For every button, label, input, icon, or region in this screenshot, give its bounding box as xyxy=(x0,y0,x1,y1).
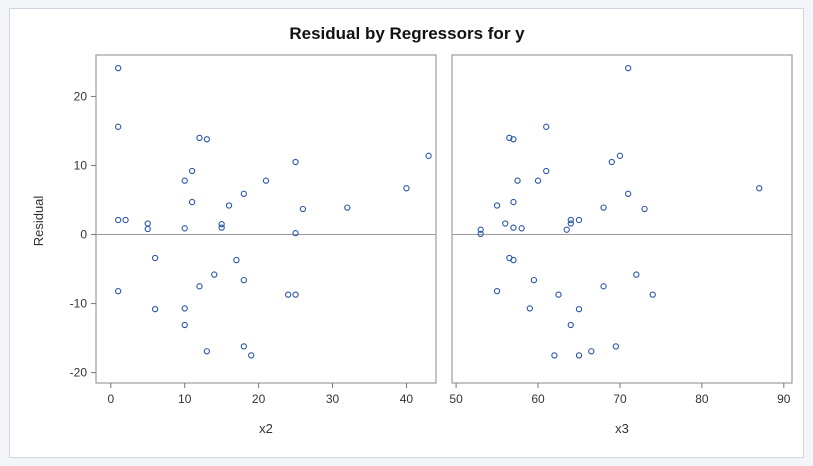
data-point-x3 xyxy=(530,276,538,284)
data-point-x2 xyxy=(181,177,188,184)
data-point-x2 xyxy=(151,305,159,313)
y-tick-label: -20 xyxy=(70,366,88,380)
data-point-x3 xyxy=(514,177,521,184)
data-point-x3 xyxy=(588,348,595,355)
data-point-x3 xyxy=(649,291,656,298)
data-point-x2 xyxy=(151,254,159,262)
data-point-x2 xyxy=(181,225,188,232)
data-point-x2 xyxy=(211,271,218,278)
data-point-x3 xyxy=(526,305,533,312)
data-point-x3 xyxy=(641,205,648,213)
data-point-x2 xyxy=(144,220,151,227)
data-point-x3 xyxy=(612,343,620,350)
data-point-x2 xyxy=(115,123,122,130)
data-point-x3 xyxy=(575,305,583,313)
data-point-x3 xyxy=(534,177,542,184)
data-point-x2 xyxy=(218,221,225,228)
data-point-x2 xyxy=(240,343,247,350)
plot-panels: 0 10 20 30 40 x2 -20 -10 0 10 20 50 60 70 80 90 x3 xyxy=(70,54,793,436)
x-tick-label-x3: 60 xyxy=(531,392,545,406)
data-point-x2 xyxy=(218,224,225,231)
data-point-x3 xyxy=(510,256,517,264)
data-point-x2 xyxy=(292,230,299,237)
data-point-x3 xyxy=(551,352,558,359)
data-point-x3 xyxy=(567,220,574,227)
data-point-x3 xyxy=(510,136,517,143)
data-point-x2 xyxy=(188,198,196,206)
data-point-x3 xyxy=(624,190,632,197)
data-point-x2 xyxy=(403,185,410,192)
data-point-x3 xyxy=(608,158,615,166)
data-point-x3 xyxy=(493,288,501,295)
data-point-x2 xyxy=(299,205,307,213)
data-point-x2 xyxy=(233,256,240,264)
data-point-x2 xyxy=(115,288,122,295)
x-tick-label-x3: 50 xyxy=(449,392,463,406)
residual-chart: Residual by Regressors for y Residual 0 1… xyxy=(31,24,793,436)
data-point-x2 xyxy=(225,202,233,209)
x-tick-label-x2: 0 xyxy=(107,392,114,406)
data-point-x3 xyxy=(477,230,484,237)
data-point-x3 xyxy=(518,225,525,232)
data-point-x3 xyxy=(575,216,583,224)
chart-title: Residual by Regressors for y xyxy=(289,24,525,43)
y-tick-label: -10 xyxy=(70,297,88,311)
data-point-x2 xyxy=(115,216,122,224)
data-point-x2 xyxy=(292,291,299,298)
data-point-x2 xyxy=(188,167,196,175)
x-tick-label-x3: 80 xyxy=(695,392,709,406)
data-point-x2 xyxy=(203,136,211,143)
data-point-x2 xyxy=(181,321,188,329)
data-point-x2 xyxy=(196,283,203,290)
panel-frame-x3 xyxy=(451,54,793,384)
data-point-x2 xyxy=(344,204,351,211)
data-point-x3 xyxy=(616,152,624,159)
data-point-x3 xyxy=(502,220,509,227)
y-tick-label: 20 xyxy=(74,89,88,103)
data-point-x2 xyxy=(248,352,255,359)
chart-frame: Residual by Regressors for y Residual 0 1… xyxy=(9,8,804,458)
data-point-x3 xyxy=(633,271,640,278)
data-point-x3 xyxy=(543,167,550,175)
data-point-x3 xyxy=(756,185,763,192)
data-point-x2 xyxy=(181,305,188,312)
data-point-x3 xyxy=(506,134,513,142)
data-point-x3 xyxy=(555,291,562,298)
data-point-x2 xyxy=(425,152,432,159)
x-tick-label-x3: 70 xyxy=(613,392,627,406)
data-point-x3 xyxy=(575,352,583,359)
y-tick-label: 10 xyxy=(74,158,88,172)
data-point-x2 xyxy=(292,158,299,166)
data-point-x2 xyxy=(122,216,129,224)
data-point-x2 xyxy=(240,276,247,284)
y-axis-label: Residual xyxy=(31,196,46,247)
data-point-x2 xyxy=(203,348,211,355)
data-point-x3 xyxy=(624,64,632,72)
data-point-x2 xyxy=(196,134,203,142)
data-point-x3 xyxy=(567,321,574,329)
x-axis-label-x3: x3 xyxy=(615,421,629,436)
x-tick-label-x2: 30 xyxy=(326,392,340,406)
x-tick-label-x2: 10 xyxy=(178,392,192,406)
data-point-x3 xyxy=(600,283,607,290)
data-point-x2 xyxy=(240,190,247,197)
y-tick-label: 0 xyxy=(80,228,87,242)
data-point-x3 xyxy=(543,123,550,130)
data-point-x2 xyxy=(285,291,292,298)
x-tick-label-x3: 90 xyxy=(777,392,791,406)
data-point-x3 xyxy=(493,202,501,209)
panel-frame-x2 xyxy=(95,54,437,384)
data-point-x3 xyxy=(510,224,517,231)
data-point-x2 xyxy=(262,177,270,184)
data-point-x2 xyxy=(115,64,122,72)
x-tick-label-x2: 40 xyxy=(400,392,414,406)
x-axis-label-x2: x2 xyxy=(259,421,273,436)
x-tick-label-x2: 20 xyxy=(252,392,266,406)
data-point-x3 xyxy=(477,226,484,233)
data-point-x2 xyxy=(144,225,151,233)
data-point-x3 xyxy=(510,198,517,206)
data-point-x3 xyxy=(567,216,574,224)
data-point-x3 xyxy=(600,204,607,211)
data-point-x3 xyxy=(563,226,570,233)
